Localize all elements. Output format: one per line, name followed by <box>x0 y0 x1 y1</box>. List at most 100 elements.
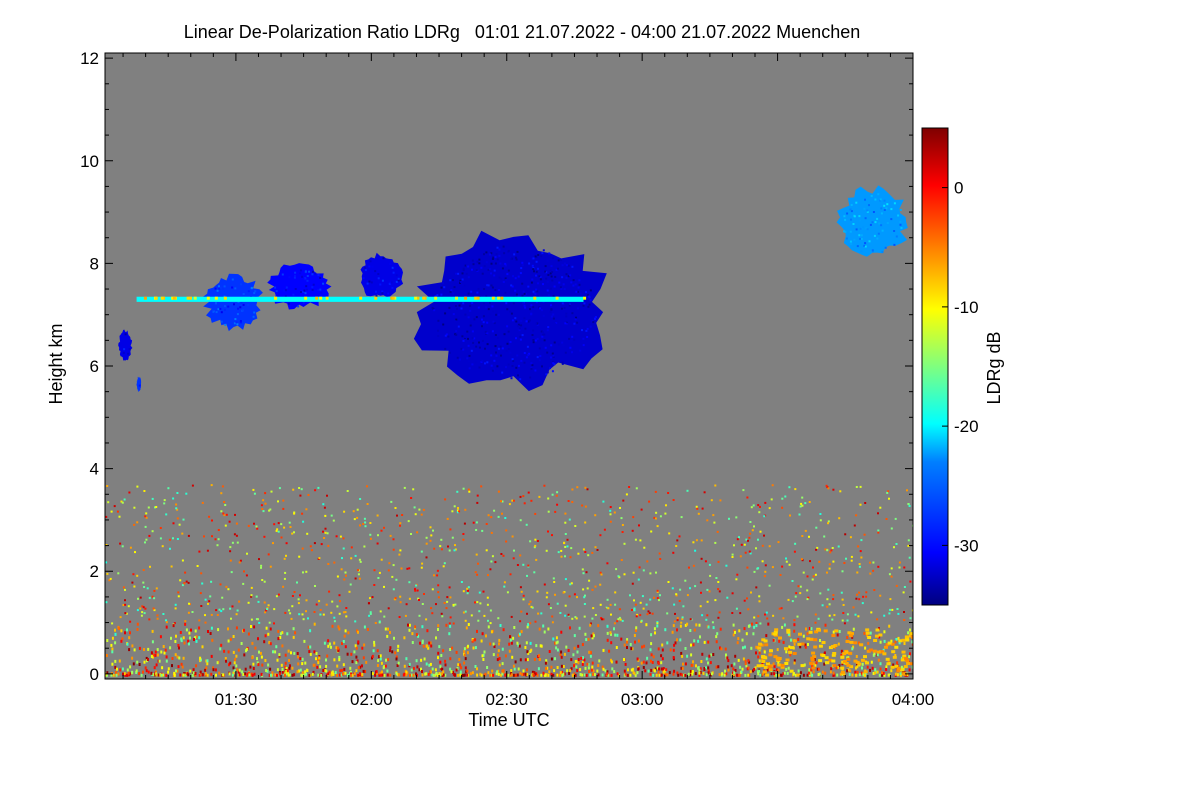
pixel <box>405 657 408 661</box>
pixel <box>581 568 584 571</box>
pixel <box>256 527 259 530</box>
pixel <box>823 651 826 655</box>
pixel <box>656 589 659 592</box>
pixel <box>536 590 539 593</box>
pixel <box>885 207 888 210</box>
pixel <box>550 342 553 345</box>
pixel <box>174 640 177 643</box>
pixel <box>832 671 835 675</box>
pixel <box>466 264 468 267</box>
pixel <box>855 597 858 600</box>
pixel <box>570 667 573 671</box>
pixel <box>534 512 537 515</box>
pixel <box>151 629 154 633</box>
pixel <box>114 641 117 645</box>
pixel <box>880 212 883 215</box>
pixel <box>698 673 701 677</box>
pixel <box>280 523 283 526</box>
pixel <box>121 667 124 671</box>
pixel <box>389 534 392 537</box>
pixel <box>483 650 486 654</box>
pixel <box>498 663 501 667</box>
pixel <box>281 273 284 276</box>
pixel <box>272 650 274 654</box>
pixel <box>561 341 564 344</box>
pixel <box>500 296 504 300</box>
pixel <box>620 559 623 561</box>
pixel <box>165 619 167 622</box>
pixel <box>351 673 354 677</box>
pixel <box>585 571 588 574</box>
pixel <box>281 644 284 648</box>
pixel <box>476 667 478 671</box>
pixel <box>855 486 858 488</box>
pixel <box>653 516 656 519</box>
pixel <box>764 564 767 567</box>
pixel <box>128 348 131 351</box>
pixel <box>418 599 420 601</box>
pixel <box>686 489 689 492</box>
pixel <box>199 658 202 662</box>
pixel <box>851 673 854 677</box>
pixel <box>259 651 262 655</box>
pixel <box>519 378 522 381</box>
pixel <box>237 300 240 303</box>
pixel <box>138 672 141 676</box>
pixel <box>292 293 295 296</box>
pixel <box>119 542 122 545</box>
pixel <box>707 669 710 673</box>
pixel <box>276 668 279 672</box>
pixel <box>845 557 847 560</box>
pixel <box>142 581 145 584</box>
pixel <box>872 649 877 653</box>
pixel <box>340 568 343 571</box>
pixel <box>150 651 153 655</box>
pixel <box>564 614 567 617</box>
pixel <box>772 662 775 666</box>
pixel <box>769 649 773 653</box>
pixel <box>589 673 592 677</box>
pixel <box>350 652 353 656</box>
pixel <box>292 635 295 639</box>
pixel <box>868 648 873 652</box>
pixel <box>187 639 190 643</box>
pixel <box>145 516 148 519</box>
pixel <box>485 295 488 298</box>
pixel <box>478 341 480 344</box>
pixel <box>491 669 494 673</box>
pixel <box>434 296 438 300</box>
pixel <box>343 578 346 581</box>
pixel <box>526 345 529 348</box>
pixel <box>506 325 509 328</box>
pixel <box>256 661 259 665</box>
pixel <box>138 384 141 387</box>
pixel <box>737 637 740 641</box>
pixel <box>768 545 771 548</box>
pixel <box>732 633 735 637</box>
pixel <box>235 664 238 668</box>
pixel <box>160 673 163 677</box>
pixel <box>420 658 423 662</box>
pixel <box>684 673 687 677</box>
pixel <box>604 669 607 673</box>
pixel <box>119 668 122 672</box>
pixel <box>371 672 374 676</box>
pixel <box>592 672 594 676</box>
pixel <box>588 579 591 582</box>
pixel <box>865 227 868 230</box>
pixel <box>136 622 139 626</box>
pixel <box>890 665 895 669</box>
pixel <box>536 290 539 293</box>
pixel <box>275 529 278 532</box>
pixel <box>326 532 329 535</box>
pixel <box>194 629 197 633</box>
pixel <box>750 506 753 509</box>
pixel <box>522 290 525 293</box>
pixel <box>486 321 489 324</box>
pixel <box>426 629 429 633</box>
pixel <box>555 296 559 300</box>
pixel <box>758 651 761 655</box>
pixel <box>456 490 459 493</box>
pixel <box>523 361 526 364</box>
pixel <box>735 607 738 610</box>
